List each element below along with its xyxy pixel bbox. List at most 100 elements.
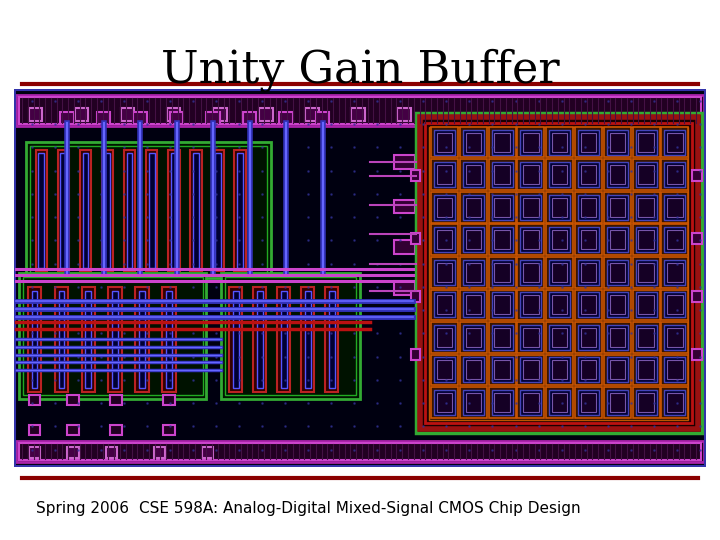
Bar (546, 387, 573, 417)
Bar (636, 325, 657, 350)
Bar (58, 291, 64, 388)
Bar (38, 153, 44, 268)
Bar (581, 328, 596, 347)
Bar (604, 387, 631, 417)
Bar (662, 257, 688, 288)
Bar (575, 127, 602, 158)
Bar (19, 97, 701, 124)
Bar (578, 163, 599, 187)
Bar (607, 293, 628, 317)
Bar (546, 159, 573, 190)
Bar (30, 146, 267, 274)
Bar (75, 107, 89, 121)
Bar (552, 263, 567, 282)
Bar (135, 287, 149, 392)
Bar (581, 295, 596, 314)
Bar (662, 127, 688, 158)
Bar (146, 150, 158, 271)
Bar (692, 291, 702, 302)
Bar (133, 112, 147, 124)
Bar (610, 393, 625, 412)
Bar (257, 291, 263, 388)
Bar (489, 192, 516, 222)
Bar (492, 357, 513, 382)
Bar (460, 355, 487, 385)
Bar (463, 130, 484, 154)
Bar (633, 225, 660, 255)
Bar (437, 393, 452, 412)
Bar (104, 153, 110, 268)
Bar (463, 195, 484, 220)
Bar (667, 263, 683, 282)
Bar (466, 360, 481, 379)
Bar (167, 107, 181, 121)
Bar (460, 225, 487, 255)
Bar (163, 395, 175, 405)
Bar (460, 322, 487, 353)
Bar (518, 225, 544, 255)
Bar (552, 360, 567, 379)
Bar (633, 159, 660, 190)
Bar (316, 112, 329, 124)
Bar (325, 287, 338, 392)
Bar (636, 293, 657, 317)
Bar (437, 230, 452, 249)
Bar (546, 127, 573, 158)
Bar (610, 295, 625, 314)
Bar (492, 390, 513, 415)
Bar (662, 192, 688, 222)
Bar (426, 123, 692, 423)
Bar (466, 133, 481, 152)
Bar (523, 295, 539, 314)
Bar (463, 227, 484, 252)
Bar (610, 360, 625, 379)
Bar (162, 287, 176, 392)
Bar (546, 225, 573, 255)
Bar (633, 387, 660, 417)
Bar (221, 273, 360, 399)
Bar (523, 165, 539, 184)
Bar (692, 170, 702, 181)
Bar (521, 293, 541, 317)
Text: Unity Gain Buffer: Unity Gain Buffer (161, 49, 559, 92)
Bar (639, 133, 654, 152)
Bar (277, 287, 290, 392)
Bar (492, 130, 513, 154)
Bar (466, 393, 481, 412)
Bar (29, 107, 42, 121)
Bar (394, 281, 415, 295)
Bar (29, 395, 40, 405)
Bar (411, 170, 420, 181)
Bar (636, 357, 657, 382)
Bar (305, 291, 311, 388)
Bar (639, 393, 654, 412)
Bar (460, 127, 487, 158)
Bar (243, 112, 256, 124)
Bar (60, 112, 74, 124)
Bar (466, 198, 481, 217)
Bar (437, 198, 452, 217)
Bar (106, 447, 117, 458)
Bar (546, 289, 573, 320)
Bar (665, 227, 685, 252)
Bar (523, 230, 539, 249)
Bar (302, 287, 314, 392)
Bar (610, 328, 625, 347)
Bar (83, 153, 89, 268)
Bar (109, 287, 122, 392)
Bar (166, 291, 172, 388)
Bar (437, 263, 452, 282)
Bar (495, 393, 510, 412)
Bar (581, 230, 596, 249)
Bar (495, 133, 510, 152)
Bar (305, 107, 319, 121)
Bar (667, 295, 683, 314)
Bar (665, 293, 685, 317)
Bar (607, 163, 628, 187)
Bar (636, 390, 657, 415)
Bar (610, 165, 625, 184)
Bar (495, 328, 510, 347)
Bar (604, 355, 631, 385)
Bar (437, 328, 452, 347)
Bar (581, 360, 596, 379)
